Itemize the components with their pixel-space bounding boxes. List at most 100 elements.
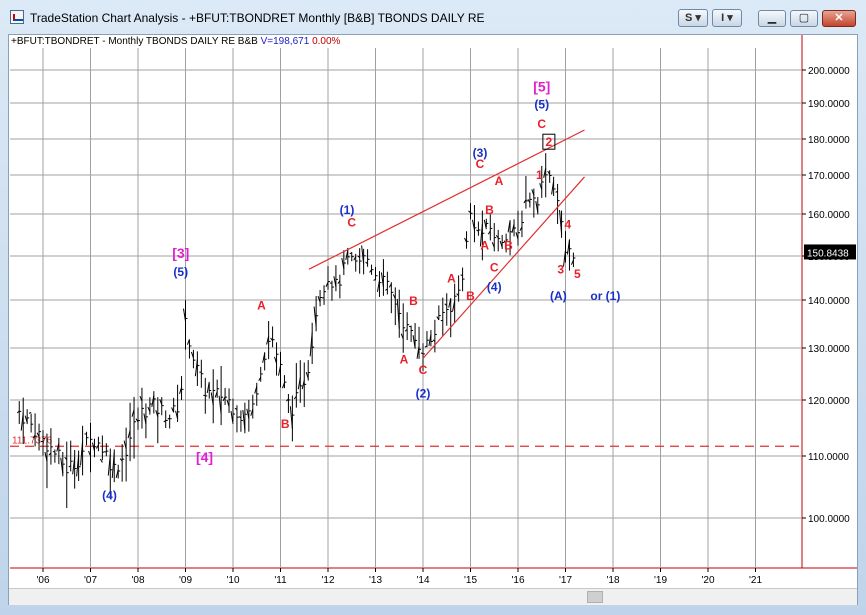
time-tick-label: '09 — [179, 575, 192, 586]
price-tick-label: 200.0000 — [808, 66, 850, 77]
minimize-icon: ▁ — [767, 12, 777, 24]
i-button-label: I — [721, 12, 725, 24]
ohlc-open-tick — [369, 269, 372, 273]
ohlc-open-tick — [60, 457, 64, 474]
time-tick-label: '20 — [701, 575, 714, 586]
ohlc-open-tick — [531, 189, 535, 196]
wave-label: C — [419, 363, 428, 377]
ohlc-open-tick — [274, 356, 278, 364]
ohlc-open-tick — [68, 465, 71, 468]
ohlc-open-tick — [16, 410, 20, 414]
wave-label: (1) — [606, 289, 621, 303]
ohlc-open-tick — [412, 335, 416, 349]
wave-label: [3] — [172, 245, 189, 261]
scroll-thumb[interactable] — [587, 591, 603, 603]
wave-label: (4) — [487, 280, 502, 294]
ohlc-open-tick — [539, 183, 543, 190]
ohlc-open-tick — [281, 382, 285, 389]
time-tick-label: '12 — [321, 575, 334, 586]
wave-label: A — [400, 353, 409, 367]
wave-label: (5) — [173, 265, 188, 279]
ohlc-open-tick — [523, 199, 527, 204]
time-tick-label: '15 — [464, 575, 477, 586]
wave-label: (A) — [550, 289, 567, 303]
i-dropdown-button[interactable]: I ▾ — [712, 9, 742, 27]
ohlc-open-tick — [119, 458, 123, 462]
wave-label: A — [480, 239, 489, 253]
ohlc-open-tick — [559, 209, 563, 234]
last-price-tag — [804, 244, 856, 260]
ohlc-open-tick — [159, 399, 163, 405]
ohlc-open-tick — [471, 219, 475, 230]
last-price-label: 150.8438 — [807, 248, 849, 259]
ohlc-open-tick — [424, 345, 428, 348]
close-icon: ✕ — [834, 12, 844, 24]
ohlc-open-tick — [535, 201, 539, 213]
ohlc-open-tick — [337, 280, 341, 285]
wave-label: C — [347, 216, 356, 230]
title-bar[interactable]: TradeStation Chart Analysis - +BFUT:TBON… — [0, 0, 866, 34]
percent-change: 0.00% — [312, 36, 341, 47]
ohlc-open-tick — [99, 458, 103, 463]
ohlc-open-tick — [171, 407, 175, 413]
maximize-icon: ▢ — [798, 12, 810, 24]
ohlc-open-tick — [452, 300, 456, 312]
ohlc-open-tick — [218, 395, 222, 415]
wave-label: (2) — [416, 386, 431, 400]
wave-label: (5) — [534, 97, 549, 111]
ohlc-open-tick — [95, 444, 99, 449]
ohlc-open-tick — [214, 391, 218, 398]
price-tick-label: 160.0000 — [808, 210, 850, 221]
ohlc-open-tick — [317, 295, 321, 303]
price-tick-label: 140.0000 — [808, 296, 850, 307]
ohlc-open-tick — [163, 419, 167, 423]
ohlc-open-tick — [527, 198, 531, 203]
ohlc-open-tick — [416, 345, 420, 359]
price-tick-label: 180.0000 — [808, 135, 850, 146]
time-tick-label: '19 — [654, 575, 667, 586]
wave-label: B — [485, 203, 494, 217]
minimize-button[interactable]: ▁ — [758, 10, 786, 27]
ohlc-open-tick — [246, 408, 250, 419]
close-button[interactable]: ✕ — [822, 10, 856, 27]
ohlc-open-tick — [436, 316, 440, 321]
app-icon — [10, 10, 24, 24]
price-tick-label: 190.0000 — [808, 99, 850, 110]
ohlc-open-tick — [183, 308, 186, 322]
trendline[interactable] — [422, 176, 585, 359]
ohlc-open-tick — [499, 240, 503, 248]
wave-label: B — [504, 239, 513, 253]
ohlc-open-tick — [305, 371, 309, 379]
time-tick-label: '18 — [606, 575, 619, 586]
ohlc-open-tick — [543, 167, 547, 178]
ohlc-open-tick — [91, 442, 95, 451]
ohlc-open-tick — [432, 339, 436, 342]
trendline[interactable] — [308, 129, 585, 270]
ohlc-open-tick — [361, 245, 365, 265]
ohlc-open-tick — [123, 440, 127, 450]
wave-label: [5] — [533, 78, 550, 94]
price-tick-label: 100.0000 — [808, 514, 850, 525]
reference-line-label: 111.7376 — [12, 435, 53, 446]
ohlc-open-tick — [258, 377, 262, 382]
chart-area[interactable] — [8, 34, 858, 605]
horizontal-scrollbar[interactable] — [9, 588, 857, 605]
s-button-label: S — [685, 12, 693, 24]
time-tick-label: '07 — [84, 575, 97, 586]
wave-label: B — [281, 417, 290, 431]
maximize-button[interactable]: ▢ — [790, 10, 818, 27]
ohlc-open-tick — [507, 220, 511, 233]
volume-readout: V=198,671 — [260, 36, 310, 47]
ohlc-open-tick — [448, 298, 452, 308]
ohlc-open-tick — [194, 359, 198, 377]
ohlc-open-tick — [345, 250, 349, 261]
symbol-description: +BFUT:TBONDRET - Monthly TBONDS DAILY RE… — [11, 36, 258, 47]
ohlc-open-tick — [206, 381, 210, 394]
ohlc-open-tick — [226, 399, 230, 407]
ohlc-open-tick — [36, 432, 40, 437]
s-dropdown-button[interactable]: S ▾ — [678, 9, 708, 27]
ohlc-open-tick — [353, 256, 357, 261]
ohlc-open-tick — [420, 352, 424, 355]
chart-header: +BFUT:TBONDRET - Monthly TBONDS DAILY RE… — [11, 36, 340, 47]
